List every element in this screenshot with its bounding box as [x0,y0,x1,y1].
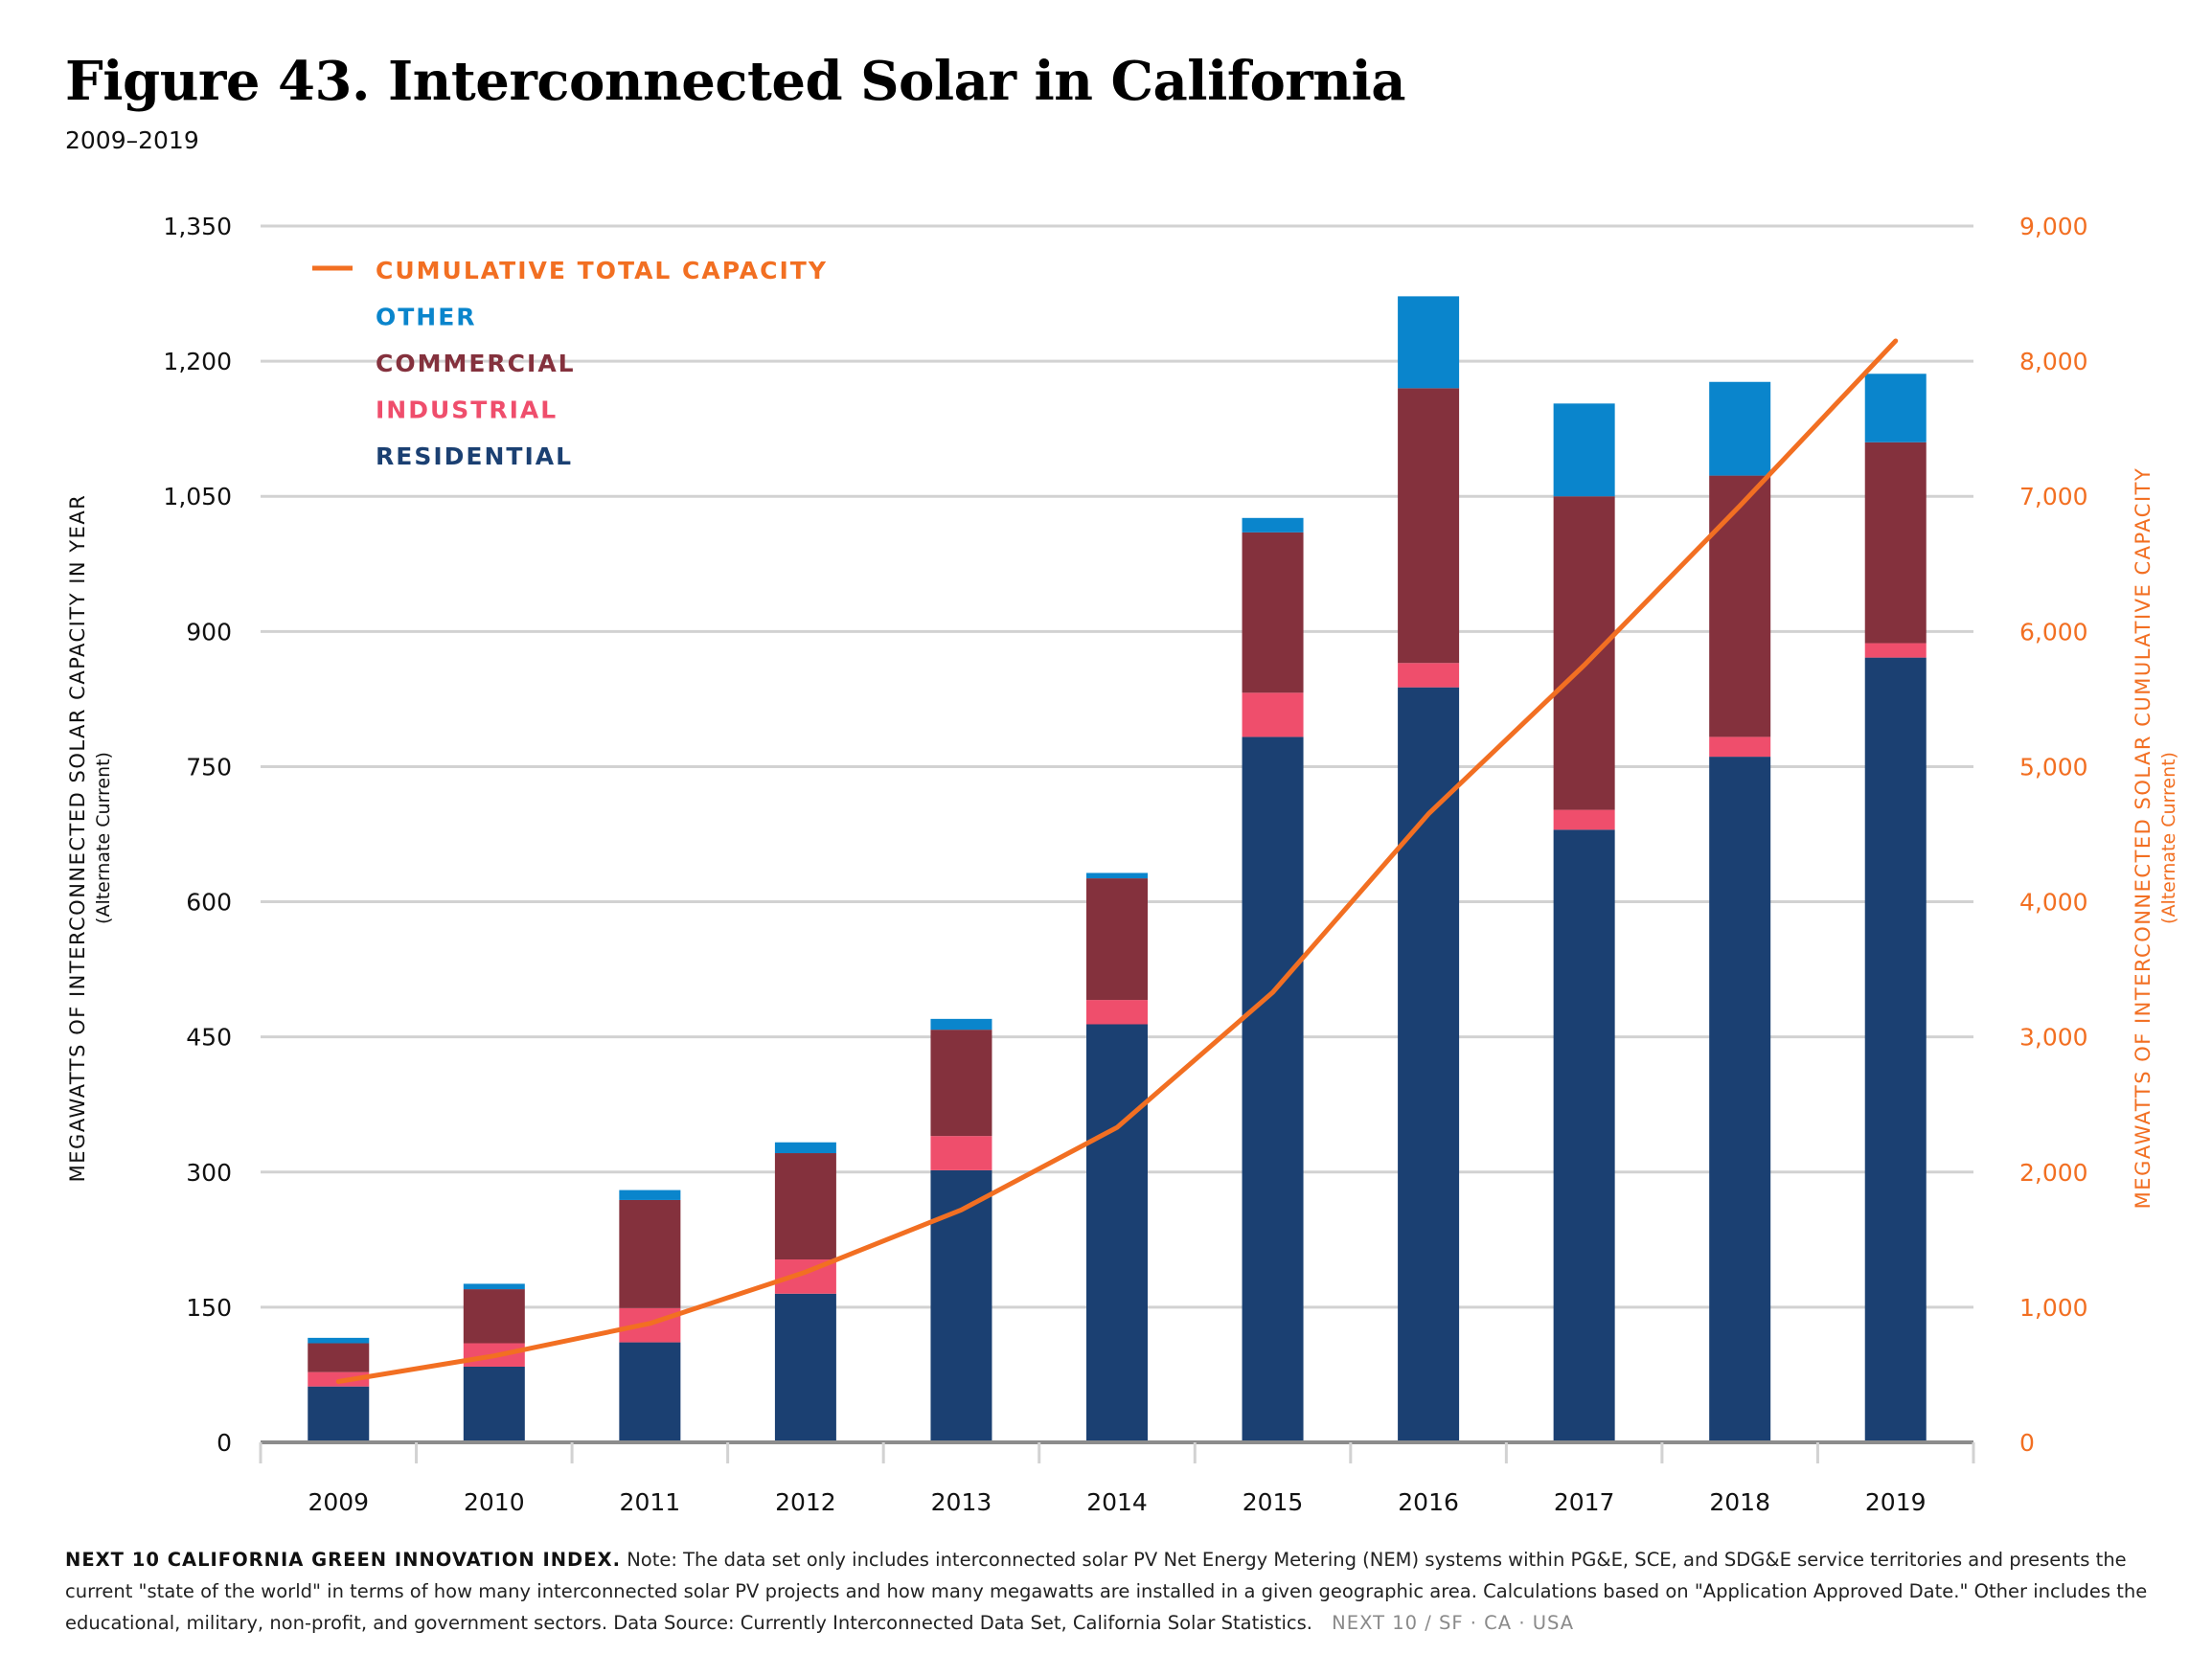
bar-other [774,1142,836,1154]
y-tick-left: 150 [186,1294,232,1322]
y-tick-right: 8,000 [2019,348,2088,375]
bar-residential [463,1366,525,1442]
bars [308,296,1927,1442]
y-tick-right: 3,000 [2019,1024,2088,1052]
cumulative-total-line [335,338,1899,1384]
bar-other [463,1283,525,1290]
bar-residential [308,1386,370,1442]
cumulative-line [335,338,1899,1384]
y-tick-right: 7,000 [2019,483,2088,510]
x-tick-label: 2015 [1243,1488,1304,1516]
footnote-text: Note: The data set only includes interco… [65,1549,2148,1634]
y-tick-left: 300 [186,1159,232,1187]
y-tick-left: 1,200 [163,348,232,375]
x-tick-label: 2018 [1709,1488,1770,1516]
bar-other [1553,403,1615,497]
bar-commercial [774,1153,836,1260]
axes: 0 0 150 1,000 300 2,000 450 3,000 600 4,000 750 5,0… [163,213,2087,1516]
x-tick-label: 2017 [1554,1488,1615,1516]
chart-subtitle: 2009–2019 [65,126,199,154]
legend: CUMULATIVE TOTAL CAPACITY OTHER COMMERCIAL… [312,257,828,470]
bar-residential [1086,1024,1148,1442]
x-tick-label: 2010 [464,1488,525,1516]
bar-industrial [1242,692,1304,737]
bar-residential [1553,829,1615,1442]
x-tick-label: 2013 [931,1488,992,1516]
y-tick-left: 750 [186,753,232,781]
y-tick-left: 0 [217,1429,232,1457]
bar-residential [1398,687,1460,1442]
y-tick-right: 0 [2019,1429,2035,1457]
legend-commercial: COMMERCIAL [376,350,576,377]
bar-industrial [930,1136,992,1170]
bar-other [930,1018,992,1031]
y-axis-title-right: MEGAWATTS OF INTERCONNECTED SOLAR CUMULA… [2132,467,2155,1210]
legend-residential: RESIDENTIAL [376,442,573,470]
x-tick-label: 2009 [308,1488,369,1516]
y-tick-left: 600 [186,889,232,917]
bar-other [1398,296,1460,389]
y-tick-right: 1,000 [2019,1294,2088,1322]
y-axis-subtitle-left: (Alternate Current) [93,752,114,924]
bar-industrial [1709,737,1771,758]
bar-residential [1709,757,1771,1442]
bar-industrial [1864,643,1927,658]
y-tick-left: 1,050 [163,483,232,510]
bar-industrial [1086,1000,1148,1025]
bar-commercial [308,1343,370,1372]
x-tick-label: 2019 [1865,1488,1927,1516]
bar-other [1864,374,1927,442]
y-tick-right: 6,000 [2019,618,2088,646]
y-tick-right: 4,000 [2019,889,2088,917]
legend-industrial: INDUSTRIAL [376,397,558,424]
x-tick-label: 2014 [1086,1488,1148,1516]
bar-commercial [930,1030,992,1137]
bar-other [619,1190,681,1200]
x-tick-label: 2016 [1398,1488,1459,1516]
bar-commercial [1086,878,1148,1001]
bar-commercial [1864,442,1927,644]
bar-residential [1864,657,1927,1442]
bar-industrial [1398,663,1460,688]
bar-commercial [619,1199,681,1308]
footnote-brand: NEXT 10 / SF · CA · USA [1332,1612,1575,1634]
y-tick-left: 900 [186,618,232,646]
bar-other [1242,517,1304,533]
bar-commercial [463,1289,525,1344]
bar-other [308,1337,370,1344]
bar-other [1709,381,1771,476]
footnote: NEXT 10 CALIFORNIA GREEN INNOVATION INDE… [65,1544,2154,1639]
y-tick-left: 450 [186,1024,232,1052]
bar-residential [1242,737,1304,1442]
x-tick-label: 2011 [620,1488,681,1516]
y-tick-right: 2,000 [2019,1159,2088,1187]
bar-residential [619,1342,681,1442]
x-tick-label: 2012 [775,1488,836,1516]
legend-cumulative: CUMULATIVE TOTAL CAPACITY [376,257,828,284]
bar-commercial [1553,496,1615,810]
y-tick-left: 1,350 [163,213,232,240]
footnote-lead: NEXT 10 CALIFORNIA GREEN INNOVATION INDE… [65,1549,621,1571]
bar-commercial [1242,532,1304,693]
bar-industrial [1553,809,1615,830]
bar-residential [774,1293,836,1442]
y-axis-title-left: MEGAWATTS OF INTERCONNECTED SOLAR CAPACI… [66,494,89,1183]
axis-labels: MEGAWATTS OF INTERCONNECTED SOLAR CAPACI… [66,467,2179,1210]
bar-commercial [1398,388,1460,664]
bar-other [1086,872,1148,879]
legend-other: OTHER [376,304,477,331]
y-tick-right: 9,000 [2019,213,2088,240]
chart-title: Figure 43. Interconnected Solar in Calif… [65,50,1406,113]
y-tick-right: 5,000 [2019,753,2088,781]
bar-commercial [1709,475,1771,737]
y-axis-subtitle-right: (Alternate Current) [2158,752,2179,924]
